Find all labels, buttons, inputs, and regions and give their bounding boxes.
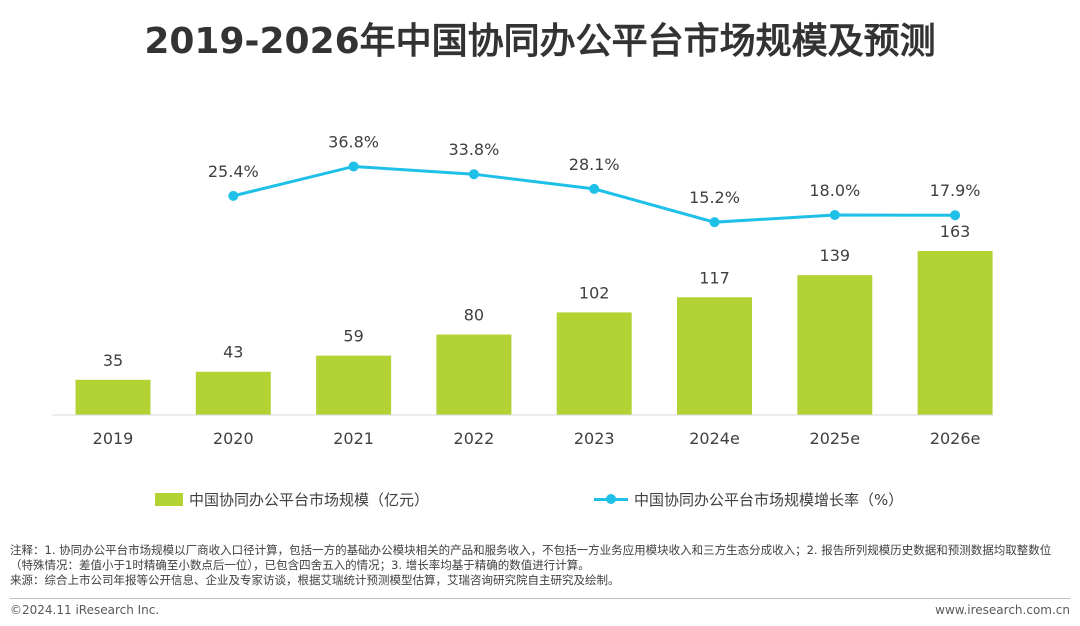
x-tick-2023: 2023 [574, 429, 615, 448]
bar-label-2022: 80 [464, 306, 484, 325]
bar-2020 [195, 371, 271, 415]
x-tick-2021: 2021 [333, 429, 374, 448]
x-tick-2022: 2022 [454, 429, 495, 448]
source-text: 来源：综合上市公司年报等公开信息、企业及专家访谈，根据艾瑞统计预测模型估算，艾瑞… [10, 573, 620, 587]
growth-label-2024e: 15.2% [689, 188, 740, 207]
growth-value-labels: 25.4% 36.8% 33.8% 28.1% 15.2% 18.0% 17.9% [208, 132, 981, 207]
bar-label-2019: 35 [103, 351, 123, 370]
bar-2021 [316, 355, 392, 415]
legend-item-market-size: 中国协同办公平台市场规模（亿元） [155, 489, 429, 510]
bar-label-2026e: 163 [940, 222, 971, 241]
growth-point-2022 [468, 169, 479, 180]
bar-value-labels: 35 43 59 80 102 117 139 163 [103, 222, 971, 370]
x-tick-2026e: 2026e [930, 429, 981, 448]
combo-chart: 35 43 59 80 102 117 139 163 2019 2020 2021 2022 202… [52, 132, 993, 448]
x-tick-2020: 2020 [213, 429, 254, 448]
bar-label-2021: 59 [343, 327, 363, 346]
chart-title: 2019-2026年中国协同办公平台市场规模及预测 [144, 21, 936, 62]
notes: 注释：1. 协同办公平台市场规模以厂商收入口径计算，包括一方的基础办公模块相关的… [10, 543, 1072, 588]
legend-label-growth-rate: 中国协同办公平台市场规模增长率（%） [634, 491, 904, 509]
growth-point-2021 [348, 161, 359, 172]
bar-label-2020: 43 [223, 343, 243, 362]
growth-point-2020 [228, 190, 239, 201]
legend-item-growth-rate: 中国协同办公平台市场规模增长率（%） [594, 489, 903, 510]
growth-point-2025e [829, 209, 840, 220]
footer-divider [10, 598, 1070, 599]
bar-2024e [677, 297, 752, 415]
growth-label-2023: 28.1% [569, 155, 620, 174]
bar-2025e [797, 275, 873, 415]
bar-label-2025e: 139 [820, 246, 851, 265]
legend: 中国协同办公平台市场规模（亿元） 中国协同办公平台市场规模增长率（%） [0, 489, 1080, 513]
bar-label-2024e: 117 [699, 268, 730, 287]
bar-series [75, 251, 993, 415]
x-tick-labels: 2019 2020 2021 2022 2023 2024e 2025e 2026e [93, 429, 981, 448]
growth-point-2026e [950, 210, 961, 221]
growth-label-2025e: 18.0% [809, 181, 860, 200]
bar-2019 [75, 379, 151, 415]
bar-label-2023: 102 [579, 283, 610, 302]
x-tick-2025e: 2025e [810, 429, 861, 448]
bar-2022 [436, 334, 512, 415]
growth-point-2023 [589, 183, 600, 194]
x-tick-2019: 2019 [93, 429, 134, 448]
x-tick-2024e: 2024e [689, 429, 740, 448]
growth-label-2026e: 17.9% [930, 181, 981, 200]
growth-label-2020: 25.4% [208, 162, 259, 181]
growth-label-2021: 36.8% [328, 132, 379, 151]
footer-website: www.iresearch.com.cn [935, 603, 1070, 617]
legend-swatch-line [594, 493, 628, 506]
growth-label-2022: 33.8% [448, 140, 499, 159]
footer-copyright: ©2024.11 iResearch Inc. [10, 603, 160, 617]
note-text: 注释：1. 协同办公平台市场规模以厂商收入口径计算，包括一方的基础办公模块相关的… [10, 543, 1052, 572]
bar-2026e [917, 251, 993, 415]
legend-label-market-size: 中国协同办公平台市场规模（亿元） [189, 491, 430, 509]
bar-2023 [556, 312, 632, 415]
legend-swatch-bar [155, 493, 183, 506]
growth-point-2024e [709, 217, 720, 228]
growth-line-series [228, 161, 961, 228]
